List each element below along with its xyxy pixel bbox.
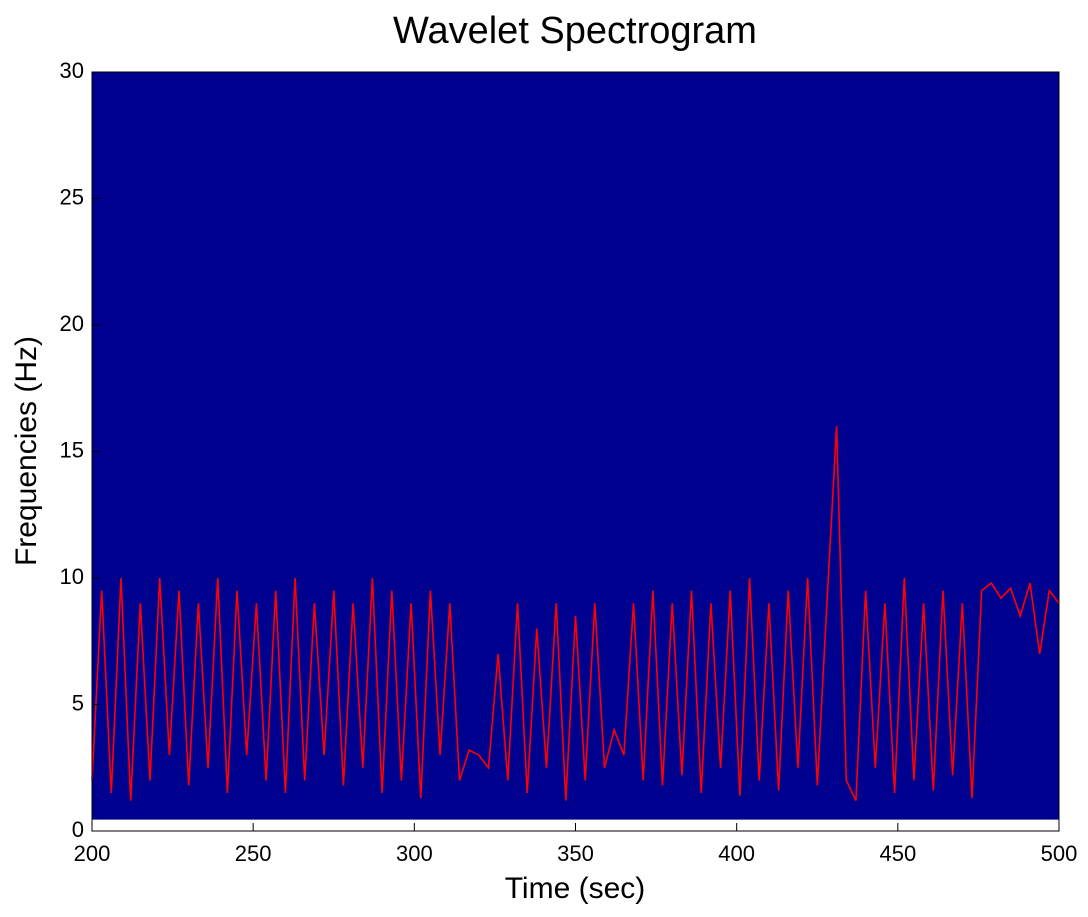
y-tick-label: 0 <box>72 817 84 842</box>
x-axis-label: Time (sec) <box>505 872 646 905</box>
x-tick-label: 450 <box>879 841 916 866</box>
x-tick-label: 350 <box>557 841 594 866</box>
spectrogram-image <box>92 72 1059 820</box>
y-tick-label: 20 <box>60 311 84 336</box>
y-tick-label: 10 <box>60 564 84 589</box>
y-tick-label: 15 <box>60 437 84 462</box>
data-line <box>91 426 1060 801</box>
chart-title: Wavelet Spectrogram <box>393 10 757 52</box>
x-tick-label: 200 <box>74 841 111 866</box>
x-tick-label: 500 <box>1041 841 1078 866</box>
y-tick-label: 30 <box>60 58 84 83</box>
x-tick-label: 300 <box>396 841 433 866</box>
x-tick-label: 400 <box>718 841 755 866</box>
y-tick-label: 5 <box>72 690 84 715</box>
y-tick-label: 25 <box>60 184 84 209</box>
x-tick-label: 250 <box>235 841 272 866</box>
y-axis-label: Frequencies (Hz) <box>10 336 43 566</box>
